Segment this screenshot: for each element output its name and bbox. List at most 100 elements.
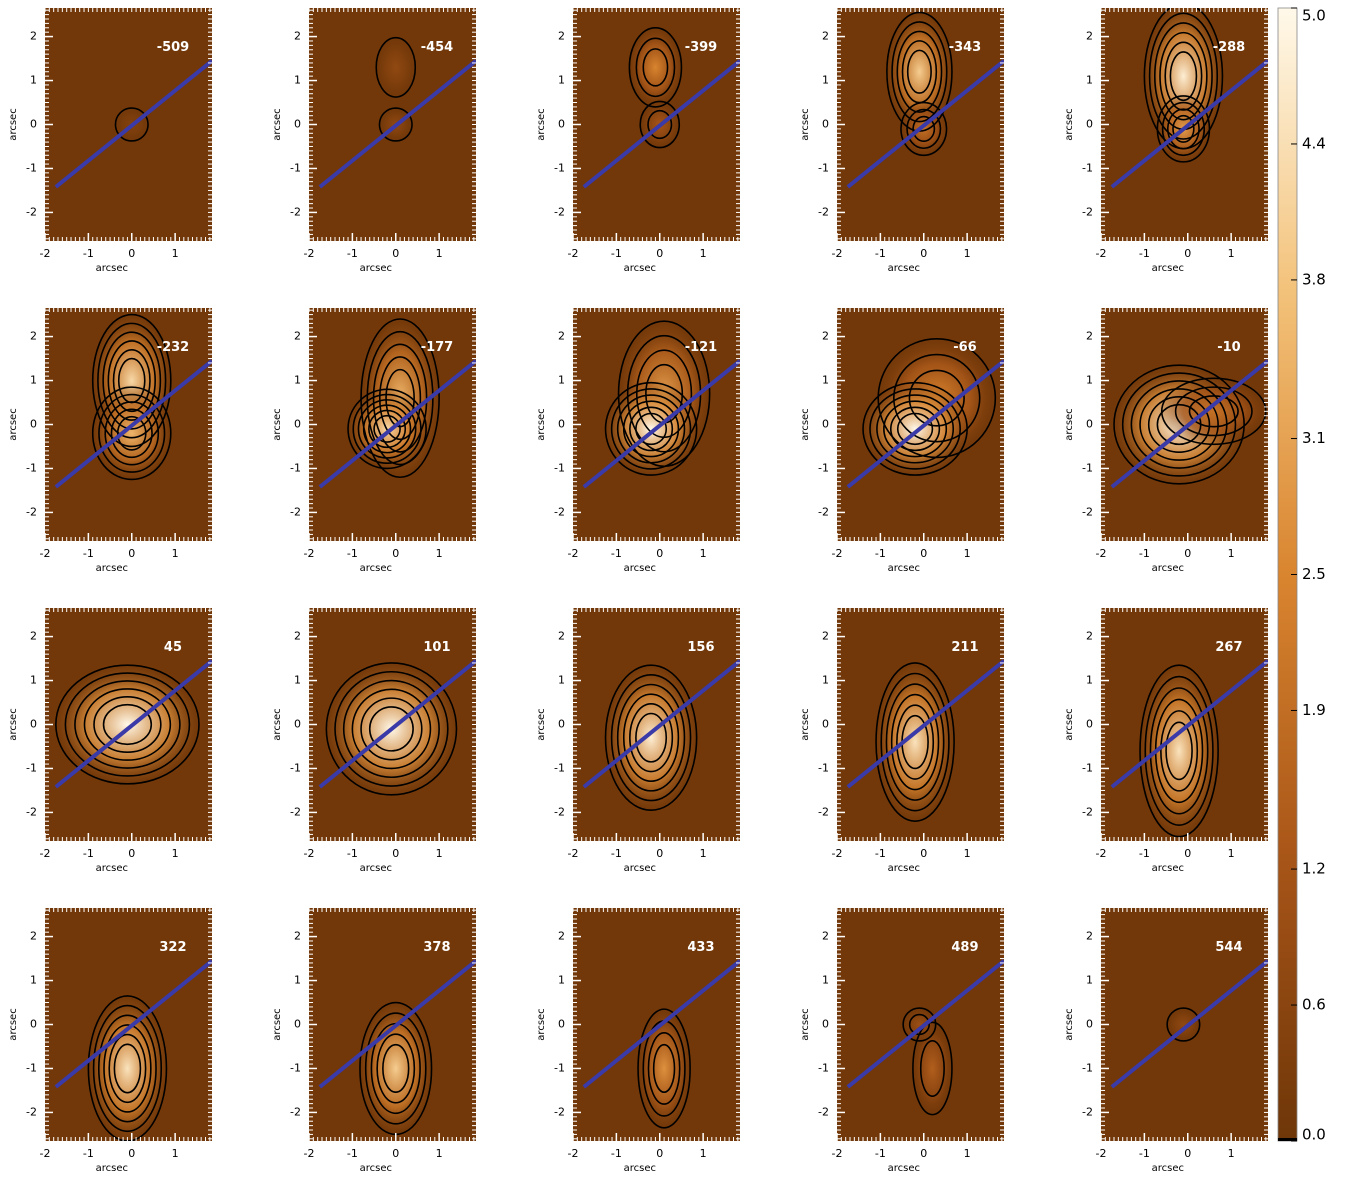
x-tick-label: 1 xyxy=(1228,847,1235,860)
x-tick-label: 0 xyxy=(920,847,927,860)
x-tick-label: -2 xyxy=(832,547,843,560)
panel-velocity: -343 xyxy=(949,40,982,55)
panel-velocity: -454 xyxy=(421,40,454,55)
y-tick-label: -2 xyxy=(290,1105,301,1118)
x-tick-label: 1 xyxy=(964,247,971,260)
y-tick-label: 0 xyxy=(294,118,301,131)
x-axis-label: arcsec xyxy=(624,1163,656,1174)
x-axis-label: arcsec xyxy=(96,563,128,574)
x-tick-label: -1 xyxy=(347,1147,358,1160)
y-tick-label: -1 xyxy=(290,761,301,774)
x-tick-label: 0 xyxy=(656,547,663,560)
emission xyxy=(358,998,434,1139)
colorbar-tick-label: 2.5 xyxy=(1302,565,1326,583)
y-tick-label: 2 xyxy=(822,630,829,643)
y-tick-label: 2 xyxy=(294,30,301,43)
x-axis-label: arcsec xyxy=(1152,863,1184,874)
panel xyxy=(573,608,740,841)
x-tick-label: -1 xyxy=(875,247,886,260)
y-axis-label: arcsec xyxy=(800,708,811,740)
x-tick-label: -1 xyxy=(875,847,886,860)
y-tick-label: 0 xyxy=(1086,1018,1093,1031)
x-tick-label: -1 xyxy=(347,847,358,860)
y-tick-label: 0 xyxy=(558,418,565,431)
y-tick-label: -2 xyxy=(26,505,37,518)
y-tick-label: 1 xyxy=(30,74,37,87)
panel-velocity: 489 xyxy=(951,940,978,955)
y-tick-label: 0 xyxy=(558,1018,565,1031)
x-tick-label: 0 xyxy=(656,247,663,260)
colorbar-tick-label: 4.4 xyxy=(1302,134,1326,152)
x-tick-label: 1 xyxy=(1228,1147,1235,1160)
x-axis-label: arcsec xyxy=(888,563,920,574)
y-tick-label: -2 xyxy=(26,1105,37,1118)
y-tick-label: -2 xyxy=(554,505,565,518)
y-tick-label: -2 xyxy=(26,205,37,218)
x-axis-label: arcsec xyxy=(1152,563,1184,574)
x-tick-label: -2 xyxy=(832,1147,843,1160)
panel-velocity: 267 xyxy=(1215,640,1242,655)
panel xyxy=(573,908,740,1141)
y-tick-label: 0 xyxy=(30,418,37,431)
y-tick-label: 0 xyxy=(822,718,829,731)
y-tick-label: -1 xyxy=(554,1061,565,1074)
emission xyxy=(375,36,417,99)
x-tick-label: 1 xyxy=(172,247,179,260)
x-tick-label: 0 xyxy=(392,1147,399,1160)
x-tick-label: 1 xyxy=(964,1147,971,1160)
x-axis-label: arcsec xyxy=(1152,263,1184,274)
x-tick-label: -1 xyxy=(347,547,358,560)
panel-velocity: 378 xyxy=(423,940,450,955)
colorbar-tick-label: 3.8 xyxy=(1302,270,1326,288)
colorbar-tick-label: 1.2 xyxy=(1302,860,1326,878)
panel xyxy=(309,908,476,1141)
y-tick-label: 1 xyxy=(558,674,565,687)
panel-velocity: 211 xyxy=(951,640,978,655)
x-axis-label: arcsec xyxy=(360,1163,392,1174)
y-tick-label: 2 xyxy=(294,630,301,643)
panel-velocity: -288 xyxy=(1213,40,1246,55)
y-tick-label: 1 xyxy=(1086,74,1093,87)
colorbar-tick-label: 1.9 xyxy=(1302,701,1326,719)
y-tick-label: 0 xyxy=(822,418,829,431)
y-tick-label: -1 xyxy=(26,761,37,774)
y-axis-label: arcsec xyxy=(272,708,283,740)
x-tick-label: -2 xyxy=(568,547,579,560)
y-tick-label: 1 xyxy=(30,374,37,387)
y-tick-label: -1 xyxy=(290,461,301,474)
x-tick-label: 1 xyxy=(436,547,443,560)
panel-velocity: -66 xyxy=(953,340,977,355)
x-tick-label: -1 xyxy=(875,547,886,560)
y-tick-label: 2 xyxy=(558,330,565,343)
y-tick-label: -1 xyxy=(818,761,829,774)
y-axis-label: arcsec xyxy=(536,1008,547,1040)
x-tick-label: 1 xyxy=(964,847,971,860)
y-axis-label: arcsec xyxy=(8,1008,19,1040)
x-tick-label: 0 xyxy=(128,847,135,860)
x-tick-label: -2 xyxy=(1096,847,1107,860)
x-tick-label: -1 xyxy=(611,247,622,260)
x-tick-label: -2 xyxy=(832,247,843,260)
y-axis-label: arcsec xyxy=(1064,408,1075,440)
colorbar-tick-label: 5.0 xyxy=(1302,7,1326,25)
x-tick-label: -2 xyxy=(568,247,579,260)
x-tick-label: -2 xyxy=(568,1147,579,1160)
y-tick-label: -2 xyxy=(1082,205,1093,218)
y-tick-label: -1 xyxy=(1082,761,1093,774)
y-axis-label: arcsec xyxy=(800,408,811,440)
panel xyxy=(1101,908,1268,1141)
panel-velocity: 45 xyxy=(164,640,182,655)
y-tick-label: 1 xyxy=(30,674,37,687)
emission xyxy=(90,384,173,482)
y-tick-label: 1 xyxy=(822,974,829,987)
y-tick-label: 0 xyxy=(294,718,301,731)
y-tick-label: 2 xyxy=(1086,630,1093,643)
y-axis-label: arcsec xyxy=(1064,1008,1075,1040)
y-axis-label: arcsec xyxy=(536,108,547,140)
x-tick-label: 1 xyxy=(172,547,179,560)
x-tick-label: 0 xyxy=(392,547,399,560)
x-tick-label: 0 xyxy=(920,1147,927,1160)
y-tick-label: 0 xyxy=(30,718,37,731)
y-tick-label: -1 xyxy=(818,161,829,174)
panel-velocity: -10 xyxy=(1217,340,1241,355)
